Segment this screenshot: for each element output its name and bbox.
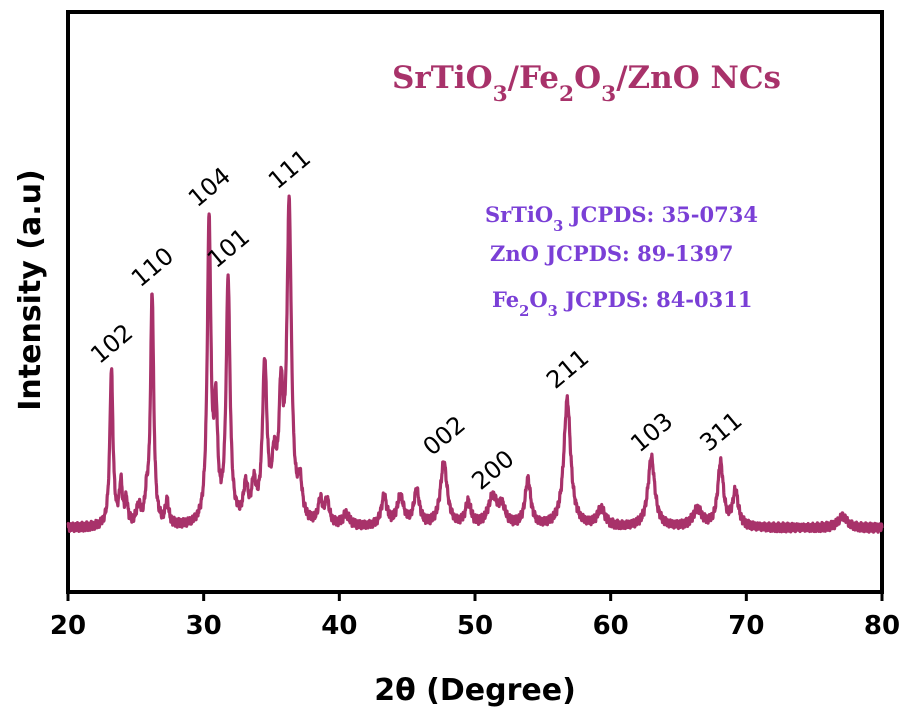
peak-label-102: 102	[85, 318, 138, 369]
reference-legend: SrTiO3 JCPDS: 35-0734 ZnO JCPDS: 89-1397 F…	[485, 202, 758, 320]
peak-label-111: 111	[263, 144, 316, 195]
peak-label-103: 103	[625, 407, 678, 458]
reference-line-3: Fe2O3 JCPDS: 84-0311	[492, 287, 752, 320]
x-tick-label: 80	[864, 611, 900, 641]
x-axis-ticks: 20 30 40 50 60 70 80	[50, 592, 900, 641]
x-tick-label: 70	[728, 611, 764, 641]
peak-label-200: 200	[466, 445, 519, 496]
x-tick-label: 30	[186, 611, 222, 641]
reference-line-1: SrTiO3 JCPDS: 35-0734	[485, 202, 758, 235]
reference-line-2: ZnO JCPDS: 89-1397	[490, 241, 733, 266]
x-tick-label: 40	[321, 611, 357, 641]
x-tick-label: 50	[457, 611, 493, 641]
xrd-pattern-line	[66, 194, 884, 534]
peak-label-311: 311	[694, 406, 747, 457]
x-tick-label: 60	[593, 611, 629, 641]
peak-label-110: 110	[126, 242, 179, 293]
x-tick-label: 20	[50, 611, 86, 641]
x-axis-title: 2θ (Degree)	[374, 673, 576, 708]
peak-label-002: 002	[418, 410, 471, 461]
y-axis-title: Intensity (a.u)	[13, 169, 48, 410]
peak-label-104: 104	[183, 162, 236, 213]
chart-title: SrTiO3/Fe2O3/ZnO NCs	[392, 60, 781, 107]
plot-frame	[66, 10, 884, 594]
peak-label-211: 211	[541, 343, 594, 394]
